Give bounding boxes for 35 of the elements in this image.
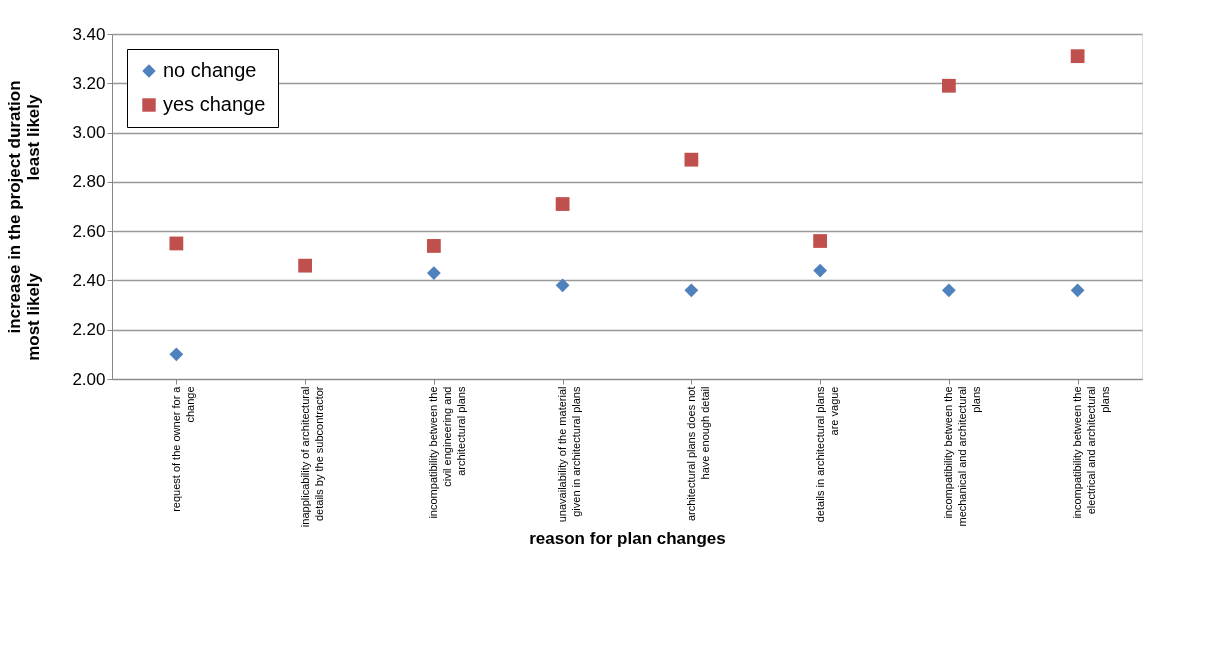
x-tick-label: request of the owner for a change (169, 385, 196, 512)
y-tick-label: 2.60 (72, 221, 106, 241)
point (169, 236, 184, 251)
text: most likely (24, 272, 43, 361)
point (169, 347, 184, 362)
point (1070, 283, 1085, 298)
point (426, 266, 441, 280)
x-tick-label: incompatibility between the electrical and architectural plans (1071, 386, 1112, 519)
legend-label: yes change (163, 93, 266, 115)
x-tick-label: incompatibility between the mechanical and architectural plans (942, 386, 983, 527)
point (813, 263, 828, 278)
x-tick-label: details in architectural plans are vague (813, 386, 840, 523)
x-axis-title: reason for plan changes (529, 529, 726, 549)
point (684, 283, 699, 298)
point (813, 234, 828, 248)
y-tick-label: 3.20 (72, 73, 106, 93)
y-tick-label: 2.00 (72, 369, 106, 389)
y-tick-label: 2.40 (72, 270, 106, 290)
point (298, 258, 313, 273)
legend-label: no change (163, 59, 257, 81)
point (1070, 49, 1085, 64)
point (941, 283, 956, 298)
point (555, 197, 570, 211)
y-tick-label: 2.20 (72, 320, 106, 340)
y-axis-title: increase in the project duration (5, 80, 25, 334)
x-tick-label: incompatibility between the civil engineering and architectural plans (427, 386, 468, 519)
text: least likely (24, 93, 43, 181)
point (555, 278, 570, 293)
y-tick-label: 3.00 (72, 123, 106, 143)
point (941, 78, 956, 93)
y-tick-label: 2.80 (72, 172, 106, 192)
y-tick-label: 3.40 (72, 24, 106, 44)
x-tick-label: architectural plans does not have enough detail (684, 386, 711, 522)
point (426, 239, 441, 253)
point (684, 152, 699, 167)
